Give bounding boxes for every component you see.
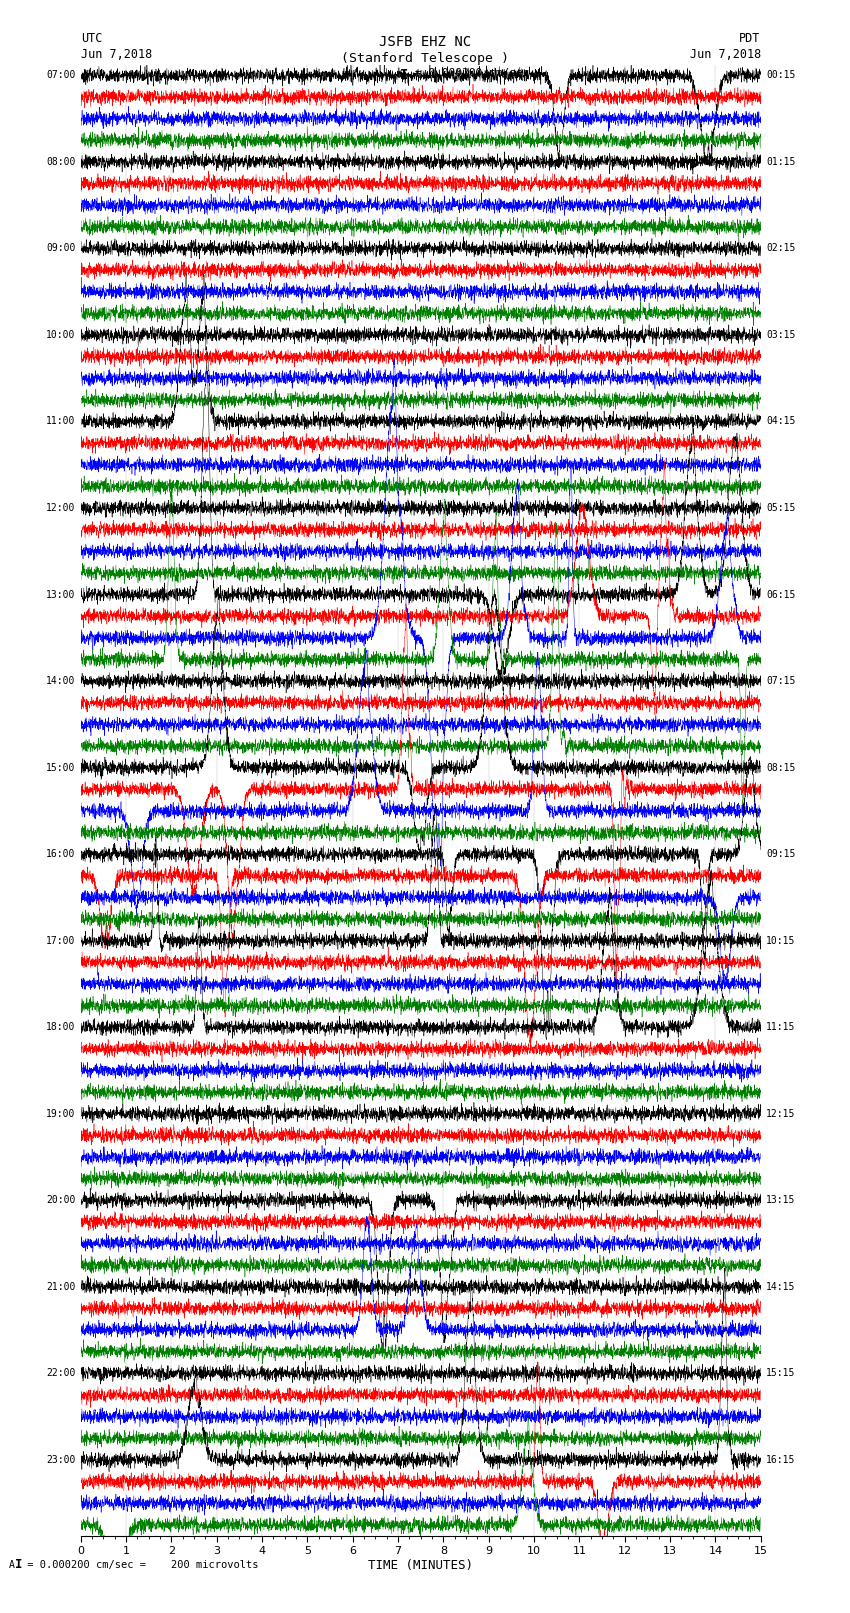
Text: 04:15: 04:15	[766, 416, 796, 426]
Text: 08:15: 08:15	[766, 763, 796, 773]
Text: = 0.000200 cm/sec: = 0.000200 cm/sec	[408, 68, 530, 77]
Text: 19:00: 19:00	[46, 1108, 76, 1119]
Text: 20:00: 20:00	[46, 1195, 76, 1205]
Text: 09:15: 09:15	[766, 848, 796, 860]
Text: 21:00: 21:00	[46, 1282, 76, 1292]
Text: 10:00: 10:00	[46, 331, 76, 340]
Text: 05:15: 05:15	[766, 503, 796, 513]
Text: 00:15: 00:15	[766, 71, 796, 81]
Text: 09:00: 09:00	[46, 244, 76, 253]
Text: 16:00: 16:00	[46, 848, 76, 860]
Text: A: A	[8, 1560, 14, 1569]
Text: 06:15: 06:15	[766, 589, 796, 600]
Text: 13:00: 13:00	[46, 589, 76, 600]
Text: 08:00: 08:00	[46, 156, 76, 166]
Text: 15:00: 15:00	[46, 763, 76, 773]
Text: 16:15: 16:15	[766, 1455, 796, 1465]
Text: 12:00: 12:00	[46, 503, 76, 513]
Text: 10:15: 10:15	[766, 936, 796, 945]
Text: 11:00: 11:00	[46, 416, 76, 426]
Text: 03:15: 03:15	[766, 331, 796, 340]
Text: I: I	[400, 68, 408, 82]
Text: 01:15: 01:15	[766, 156, 796, 166]
Text: 07:15: 07:15	[766, 676, 796, 686]
Text: 07:00: 07:00	[46, 71, 76, 81]
Text: 02:15: 02:15	[766, 244, 796, 253]
Text: 14:15: 14:15	[766, 1282, 796, 1292]
Text: 23:00: 23:00	[46, 1455, 76, 1465]
Text: UTC: UTC	[81, 32, 102, 45]
Text: (Stanford Telescope ): (Stanford Telescope )	[341, 52, 509, 65]
Text: 18:00: 18:00	[46, 1023, 76, 1032]
Text: 12:15: 12:15	[766, 1108, 796, 1119]
Text: 14:00: 14:00	[46, 676, 76, 686]
Text: = 0.000200 cm/sec =    200 microvolts: = 0.000200 cm/sec = 200 microvolts	[21, 1560, 258, 1569]
X-axis label: TIME (MINUTES): TIME (MINUTES)	[368, 1558, 473, 1571]
Text: PDT: PDT	[740, 32, 761, 45]
Text: I: I	[15, 1558, 23, 1571]
Text: 11:15: 11:15	[766, 1023, 796, 1032]
Text: Jun 7,2018: Jun 7,2018	[81, 48, 152, 61]
Text: 17:00: 17:00	[46, 936, 76, 945]
Text: JSFB EHZ NC: JSFB EHZ NC	[379, 35, 471, 50]
Text: Jun 7,2018: Jun 7,2018	[689, 48, 761, 61]
Text: 22:00: 22:00	[46, 1368, 76, 1379]
Text: 15:15: 15:15	[766, 1368, 796, 1379]
Text: 13:15: 13:15	[766, 1195, 796, 1205]
